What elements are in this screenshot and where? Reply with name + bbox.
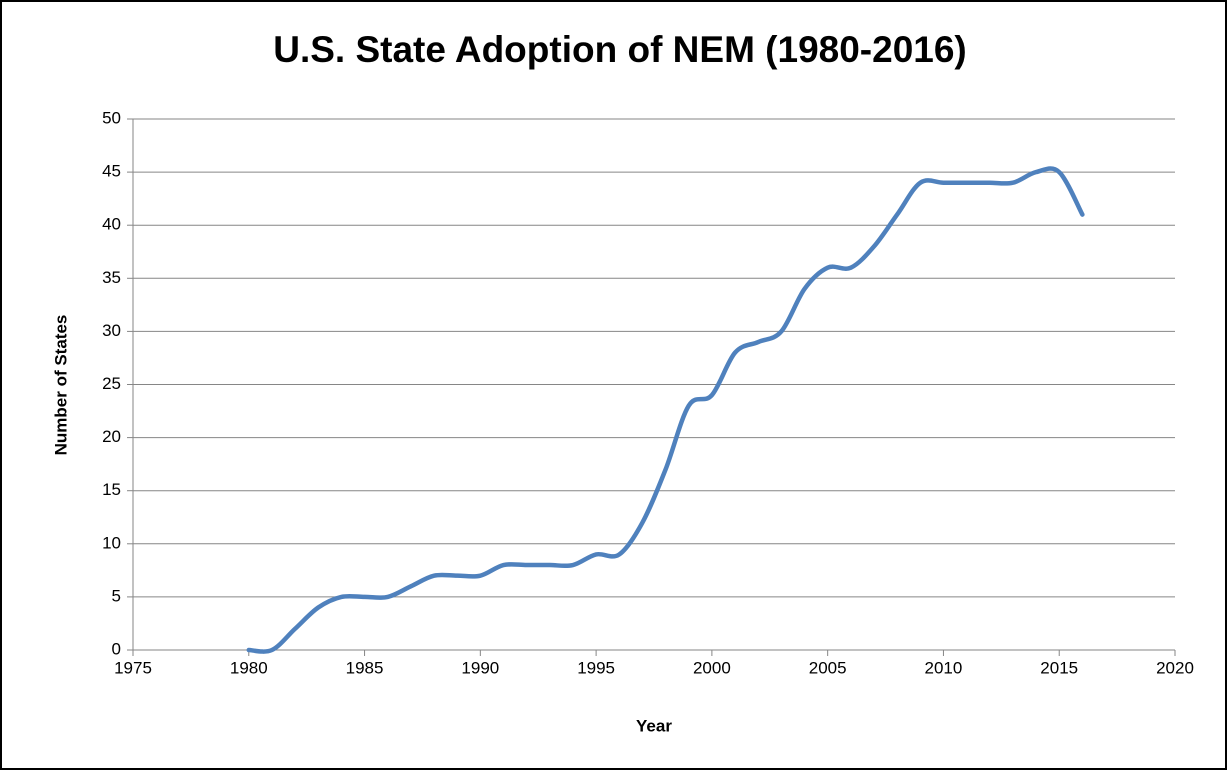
y-axis-label: Number of States bbox=[51, 315, 70, 456]
y-tick-label: 5 bbox=[112, 586, 121, 605]
y-tick-label: 45 bbox=[102, 162, 121, 181]
x-tick-label: 2015 bbox=[1040, 658, 1078, 677]
y-tick-label: 30 bbox=[102, 321, 121, 340]
x-axis-label: Year bbox=[636, 716, 672, 735]
x-tick-label: 2010 bbox=[925, 658, 963, 677]
y-tick-label: 35 bbox=[102, 268, 121, 287]
y-tick-label: 0 bbox=[112, 639, 121, 658]
y-tick-label: 25 bbox=[102, 374, 121, 393]
data-line bbox=[246, 166, 1085, 654]
x-tick-label: 2020 bbox=[1156, 658, 1194, 677]
x-tick-label: 2005 bbox=[809, 658, 847, 677]
x-tick-label: 1990 bbox=[461, 658, 499, 677]
y-tick-label: 10 bbox=[102, 533, 121, 552]
x-tick-label: 1975 bbox=[114, 658, 152, 677]
x-tick-label: 1980 bbox=[230, 658, 268, 677]
x-tick-label: 2000 bbox=[693, 658, 731, 677]
y-tick-label: 50 bbox=[102, 108, 121, 127]
x-tick-label: 1985 bbox=[346, 658, 384, 677]
y-tick-label: 15 bbox=[102, 480, 121, 499]
y-tick-label: 20 bbox=[102, 427, 121, 446]
y-tick-label: 40 bbox=[102, 215, 121, 234]
x-tick-label: 1995 bbox=[577, 658, 615, 677]
chart-title: U.S. State Adoption of NEM (1980-2016) bbox=[273, 29, 967, 70]
